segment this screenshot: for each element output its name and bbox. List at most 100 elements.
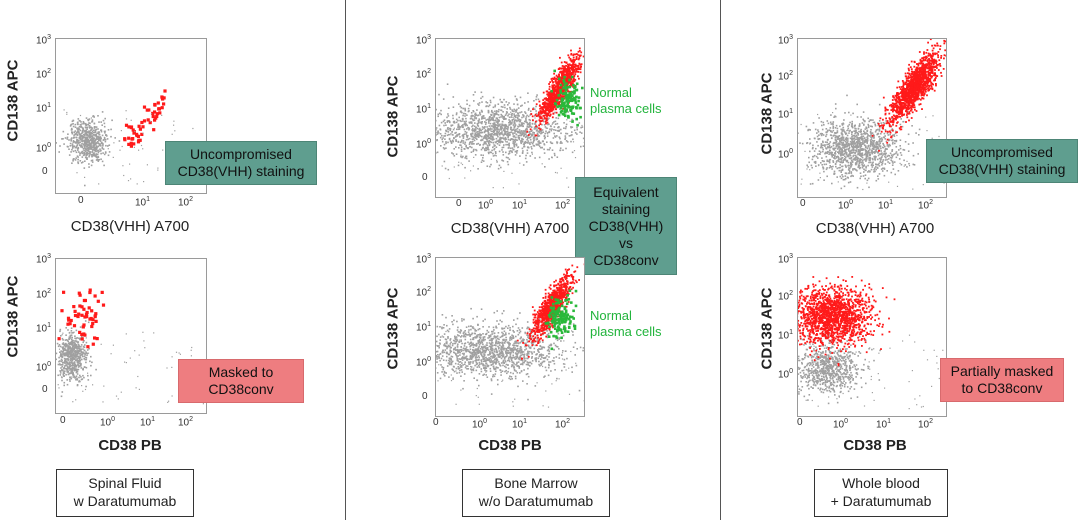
scatter-point <box>470 133 473 135</box>
scatter-point <box>515 340 517 343</box>
scatter-point <box>543 97 546 100</box>
scatter-point <box>517 327 520 329</box>
scatter-point <box>489 133 491 136</box>
scatter-point <box>78 131 80 134</box>
scatter-point <box>110 128 112 131</box>
scatter-point <box>564 68 567 71</box>
scatter-point <box>481 363 483 365</box>
scatter-point <box>464 113 467 115</box>
scatter-point <box>495 137 498 140</box>
scatter-point <box>529 124 531 127</box>
scatter-point <box>72 376 75 378</box>
scatter-point <box>118 140 121 142</box>
scatter-point <box>487 331 490 333</box>
scatter-point <box>72 364 74 367</box>
scatter-point <box>473 156 475 158</box>
scatter-point <box>508 152 511 154</box>
scatter-point <box>545 97 547 100</box>
scatter-point <box>490 363 493 366</box>
scatter-point <box>66 365 69 368</box>
scatter-point <box>551 103 553 106</box>
scatter-point <box>535 105 537 108</box>
scatter-point <box>466 124 468 127</box>
scatter-point <box>488 342 491 344</box>
scatter-point <box>114 137 116 139</box>
scatter-point <box>576 53 579 56</box>
scatter-point <box>486 165 489 167</box>
scatter-point <box>59 328 62 331</box>
scatter-point <box>506 131 508 133</box>
scatter-point <box>443 148 446 150</box>
scatter-point <box>560 103 564 107</box>
scatter-point <box>466 350 468 352</box>
scatter-point <box>98 131 100 133</box>
scatter-point <box>447 168 450 171</box>
scatter-point <box>436 372 439 374</box>
scatter-point <box>556 101 558 104</box>
scatter-point <box>527 367 529 370</box>
scatter-point <box>476 138 478 141</box>
scatter-point <box>71 120 74 123</box>
scatter-point <box>544 356 547 359</box>
scatter-point <box>531 133 534 135</box>
scatter-point <box>485 101 487 103</box>
scatter-point <box>573 90 576 93</box>
scatter-point <box>76 358 78 360</box>
scatter-point <box>157 169 159 171</box>
scatter-point <box>81 385 83 387</box>
scatter-point <box>67 133 69 135</box>
scatter-point <box>523 141 526 144</box>
scatter-point <box>496 320 498 322</box>
scatter-point <box>100 142 103 145</box>
y-tick: 103 <box>36 253 52 266</box>
scatter-point <box>464 338 467 341</box>
scatter-point <box>78 128 81 130</box>
scatter-point <box>70 358 72 361</box>
scatter-point <box>476 334 478 337</box>
scatter-point <box>74 355 76 357</box>
scatter-point <box>61 354 64 356</box>
scatter-point <box>555 108 557 111</box>
scatter-point <box>502 134 505 137</box>
scatter-point <box>85 310 89 315</box>
scatter-point <box>571 134 573 136</box>
scatter-point <box>474 332 476 335</box>
scatter-point <box>521 137 523 140</box>
scatter-point <box>446 120 449 122</box>
scatter-point <box>514 150 517 153</box>
scatter-point <box>496 143 499 145</box>
scatter-point <box>561 72 564 74</box>
scatter-point <box>79 152 82 155</box>
scatter-point <box>538 144 540 146</box>
scatter-point <box>98 133 100 136</box>
scatter-point <box>549 95 552 98</box>
sample-label-spinal-fluid: Spinal Fluid w Daratumumab <box>56 469 194 517</box>
scatter-point <box>582 137 584 140</box>
scatter-point <box>495 140 498 143</box>
scatter-point <box>502 187 504 189</box>
scatter-point <box>76 144 78 147</box>
scatter-point <box>446 324 448 327</box>
scatter-point <box>510 116 513 118</box>
scatter-point <box>442 351 444 354</box>
scatter-point <box>515 363 517 366</box>
scatter-point <box>68 338 70 340</box>
scatter-point <box>461 362 463 364</box>
scatter-point <box>76 123 79 126</box>
scatter-point <box>522 340 524 343</box>
scatter-point <box>85 149 87 152</box>
scatter-point <box>474 113 476 116</box>
scatter-point <box>508 143 510 146</box>
scatter-point <box>440 121 443 124</box>
scatter-point <box>572 86 574 88</box>
scatter-point <box>502 129 505 132</box>
scatter-point <box>70 364 72 367</box>
callout-line: CD38conv <box>208 381 274 397</box>
scatter-point <box>61 343 64 345</box>
scatter-point <box>79 362 82 364</box>
scatter-point <box>508 360 511 363</box>
scatter-point <box>60 358 63 361</box>
scatter-point <box>553 69 556 73</box>
scatter-point <box>441 140 444 143</box>
scatter-point <box>482 115 485 117</box>
